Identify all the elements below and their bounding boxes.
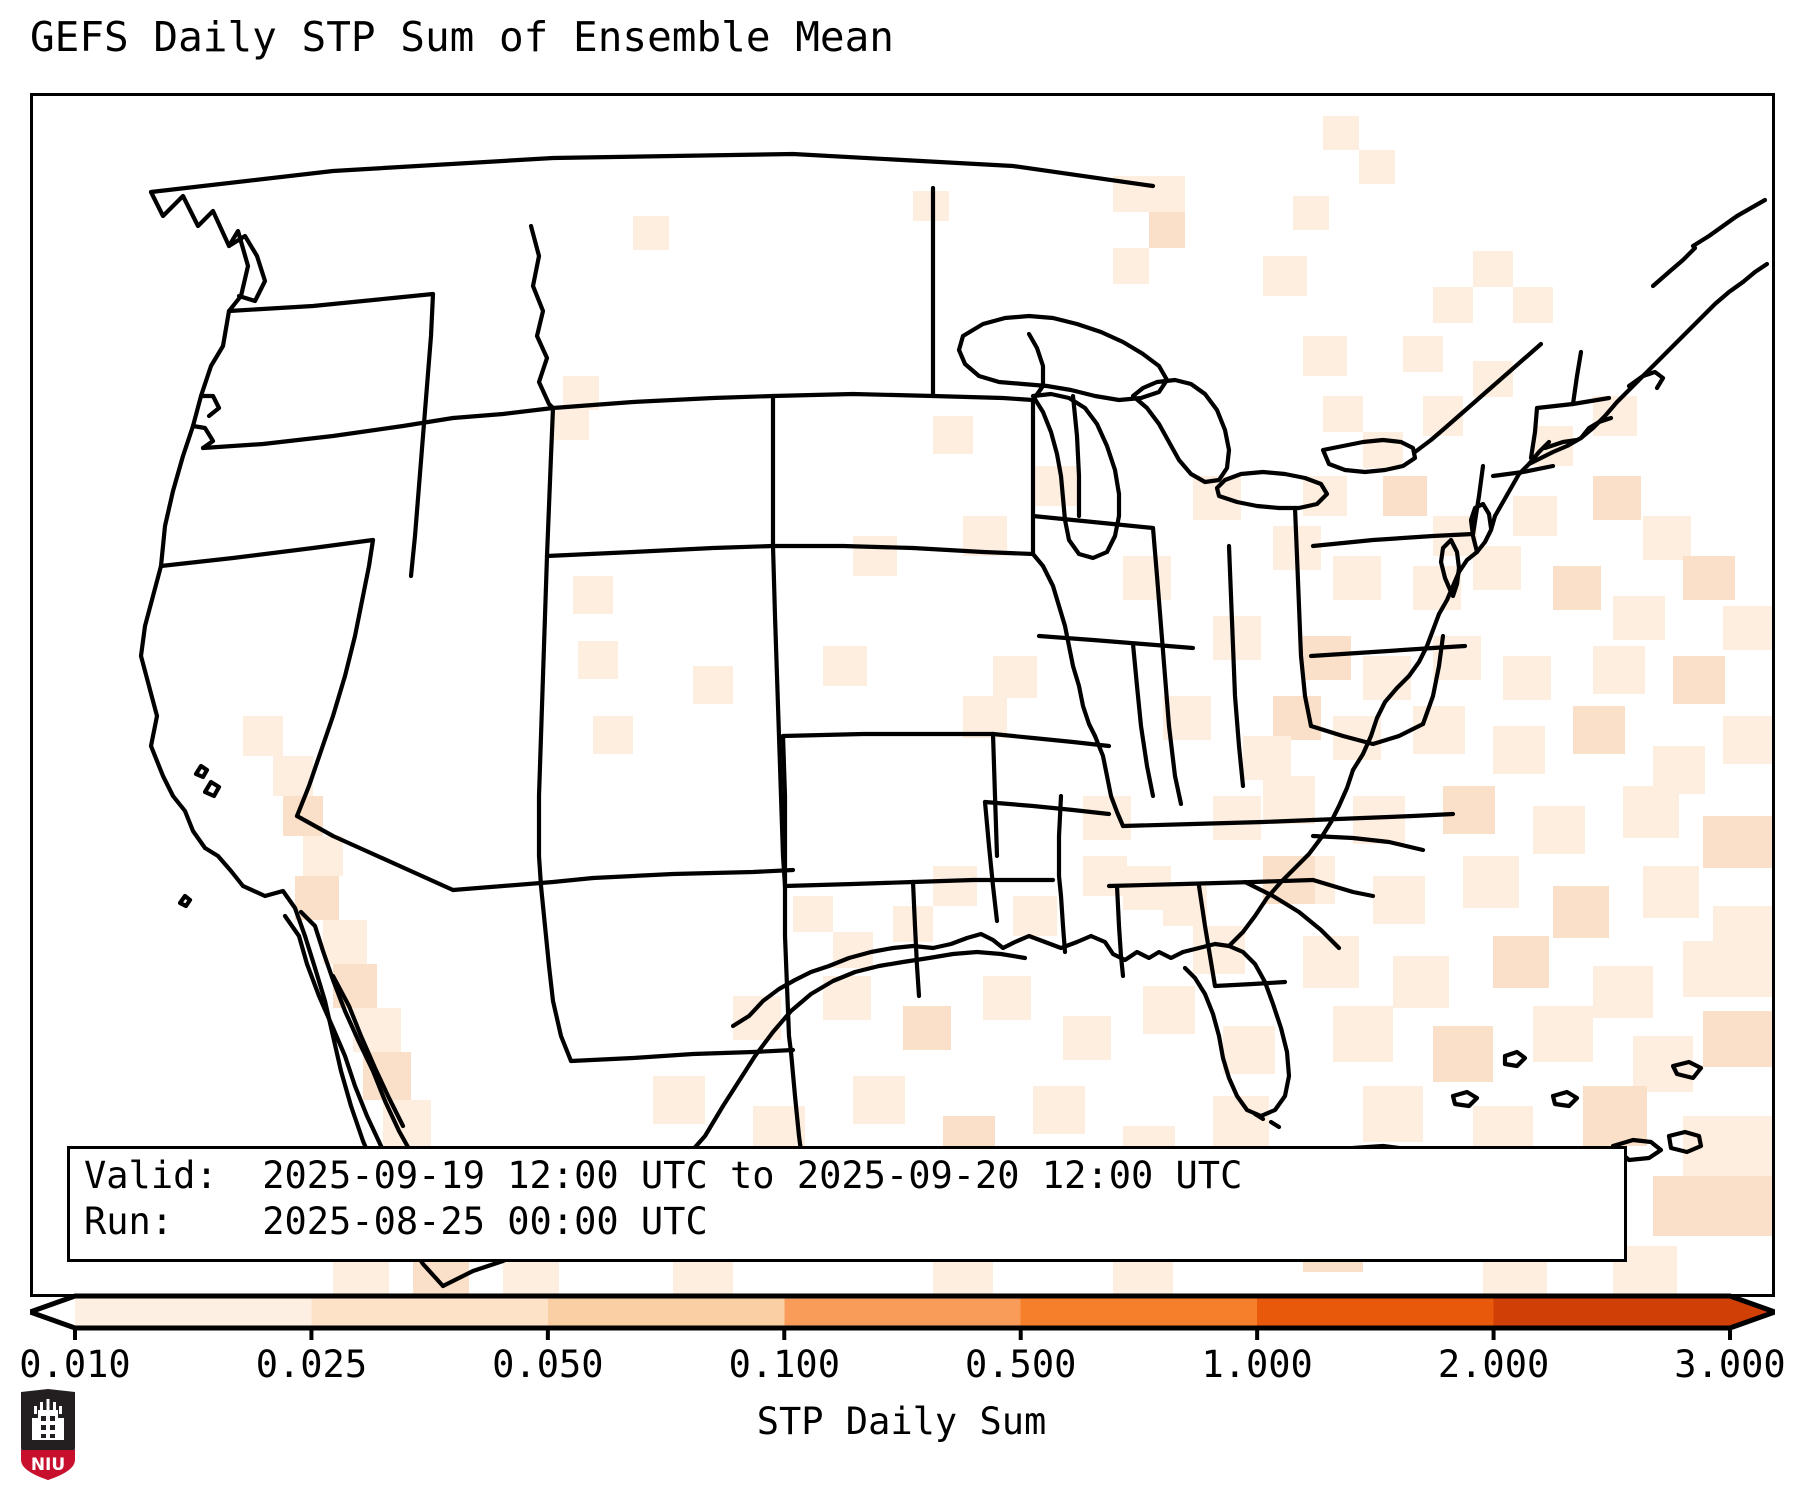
niu-logo-text: NIU <box>31 1455 65 1475</box>
colorbar-tick-label: 1.000 <box>1201 1343 1313 1386</box>
map-panel <box>30 93 1775 1297</box>
valid-time-text: Valid: 2025-09-19 12:00 UTC to 2025-09-2… <box>84 1154 1243 1197</box>
colorbar-tick-label: 2.000 <box>1437 1343 1550 1386</box>
run-time-text: Run: 2025-08-25 00:00 UTC <box>84 1200 708 1243</box>
colorbar-tick-labels: 0.010 0.025 0.050 0.100 0.500 1.000 2.000 3.000 <box>0 1343 1803 1393</box>
colorbar-tick-label: 0.100 <box>728 1343 840 1386</box>
colorbar-axis-label: STP Daily Sum <box>756 1400 1047 1443</box>
page-title: GEFS Daily STP Sum of Ensemble Mean <box>30 13 894 61</box>
colorbar-tick-label: 0.010 <box>19 1343 131 1386</box>
colorbar <box>30 1290 1775 1340</box>
colorbar-tick-label: 3.000 <box>1674 1343 1786 1386</box>
colorbar-tick-label: 0.050 <box>492 1343 604 1386</box>
colorbar-tick-label: 0.025 <box>255 1343 368 1386</box>
info-box: Valid: 2025-09-19 12:00 UTC to 2025-09-2… <box>67 1146 1627 1262</box>
niu-logo: NIU <box>21 1389 75 1480</box>
colorbar-tick-label: 0.500 <box>965 1343 1077 1386</box>
map-geography <box>138 151 1770 1289</box>
